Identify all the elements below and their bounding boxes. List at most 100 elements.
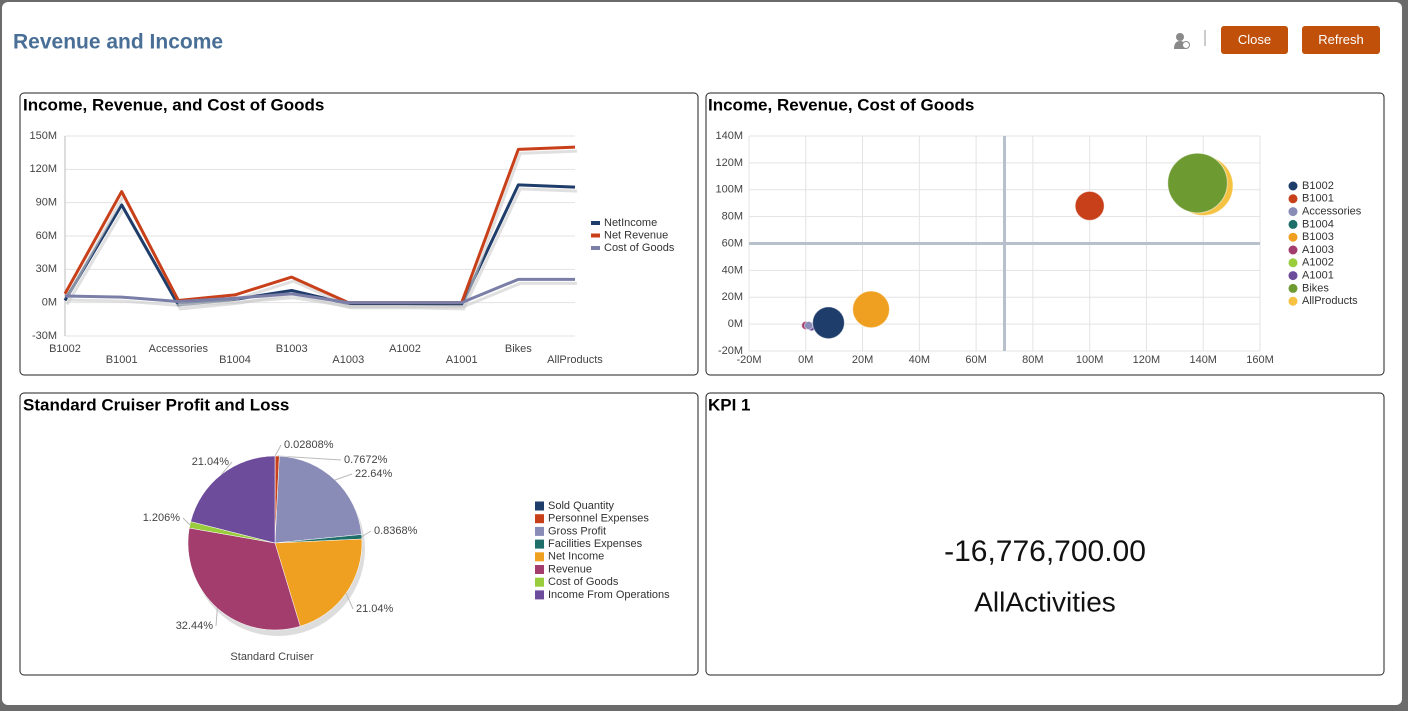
y-tick-label: 0M — [728, 318, 743, 330]
y-tick-label: 40M — [722, 264, 743, 276]
kpi-value: -16,776,700.00 — [944, 535, 1146, 568]
panel-title: Income, Revenue, Cost of Goods — [708, 95, 974, 114]
y-tick-label: -30M — [32, 330, 57, 342]
pie-slice — [187, 527, 301, 631]
legend-label: Sold Quantity — [548, 500, 615, 512]
legend-swatch — [1288, 245, 1298, 255]
legend-label: NetIncome — [604, 217, 657, 229]
leader-line — [182, 517, 191, 526]
series-line — [63, 145, 576, 305]
data-label: 0.7672% — [344, 454, 388, 466]
legend-label: Cost of Goods — [548, 576, 619, 588]
x-tick-label: 40M — [909, 354, 930, 366]
legend-label: Accessories — [1302, 206, 1362, 218]
close-button[interactable] — [1221, 26, 1288, 54]
x-tick-label: 0M — [798, 354, 813, 366]
legend-swatch — [535, 526, 544, 536]
legend-label: AllProducts — [1302, 295, 1358, 307]
y-tick-label: 150M — [29, 130, 57, 142]
legend-swatch — [1288, 219, 1298, 229]
bubble — [812, 306, 845, 340]
legend-swatch — [1288, 232, 1298, 242]
legend-label: Personnel Expenses — [548, 513, 649, 525]
panel-title: KPI 1 — [708, 395, 751, 414]
y-tick-label: -20M — [718, 345, 743, 357]
leader-line — [221, 461, 233, 475]
data-label: 21.04% — [356, 603, 394, 615]
x-tick-label: -20M — [736, 354, 761, 366]
data-label: 0.8368% — [374, 525, 418, 537]
x-tick-label: A1001 — [446, 354, 478, 366]
y-tick-label: 60M — [36, 230, 57, 242]
refresh-button[interactable] — [1302, 26, 1380, 54]
legend-label: Revenue — [548, 563, 592, 575]
legend-swatch — [1288, 181, 1298, 191]
y-tick-label: 0M — [42, 297, 57, 309]
panel-title: Standard Cruiser Profit and Loss — [23, 395, 289, 414]
y-tick-label: 100M — [715, 184, 743, 196]
bubble — [1167, 152, 1228, 214]
legend-swatch — [591, 233, 600, 238]
series-line — [64, 277, 575, 305]
legend-label: A1001 — [1302, 270, 1334, 282]
x-tick-label: B1001 — [106, 354, 138, 366]
leader-line — [345, 593, 354, 610]
data-label: 32.44% — [176, 620, 214, 632]
legend-swatch — [535, 565, 544, 574]
y-tick-label: 80M — [722, 211, 743, 223]
bubble — [804, 320, 814, 331]
legend-label: B1002 — [1302, 180, 1334, 192]
legend-label: Facilities Expenses — [548, 538, 643, 550]
leader-line — [361, 530, 372, 538]
pie-subtitle: Standard Cruiser — [230, 651, 313, 663]
help-icon[interactable] — [1174, 33, 1190, 49]
pie-slice — [274, 538, 363, 627]
x-tick-label: 140M — [1189, 354, 1217, 366]
close-label[interactable]: Close — [1238, 32, 1271, 47]
y-tick-label: 120M — [715, 157, 743, 169]
legend-label: Cost of Goods — [604, 242, 675, 254]
leader-line — [334, 473, 353, 481]
legend-swatch — [591, 221, 600, 225]
leader-line — [274, 444, 282, 457]
kpi-label: AllActivities — [974, 586, 1116, 617]
legend-label: B1003 — [1302, 231, 1334, 243]
page-title: Revenue and Income — [13, 31, 223, 54]
pie-slice — [190, 455, 276, 544]
x-tick-label: 60M — [965, 354, 986, 366]
data-label: 0.02808% — [284, 439, 334, 451]
legend-swatch — [535, 590, 544, 600]
x-tick-label: A1003 — [332, 354, 364, 366]
pie-slice — [274, 455, 362, 544]
panel — [705, 92, 1385, 376]
line-shadow — [66, 281, 577, 309]
data-label: 21.04% — [192, 456, 230, 468]
y-tick-label: 90M — [36, 197, 57, 209]
legend-label: A1002 — [1302, 257, 1334, 269]
leader-line — [215, 608, 218, 627]
x-tick-label: B1003 — [276, 343, 308, 355]
x-tick-label: 100M — [1076, 354, 1104, 366]
x-tick-label: Bikes — [505, 343, 532, 355]
legend-label: Net Income — [548, 551, 604, 563]
legend-swatch — [535, 552, 544, 562]
legend-swatch — [535, 514, 544, 524]
legend-swatch — [1288, 194, 1298, 204]
x-tick-label: AllProducts — [547, 354, 603, 366]
panel-title: Income, Revenue, and Cost of Goods — [23, 95, 324, 114]
y-tick-label: 120M — [29, 163, 57, 175]
legend-swatch — [591, 246, 600, 250]
legend-label: B1004 — [1302, 218, 1334, 230]
legend-swatch — [535, 577, 544, 587]
x-tick-label: 160M — [1246, 354, 1274, 366]
refresh-label[interactable]: Refresh — [1318, 32, 1364, 47]
y-tick-label: 20M — [722, 291, 743, 303]
legend-swatch — [1288, 283, 1298, 293]
legend-label: Bikes — [1302, 282, 1329, 294]
legend-swatch — [535, 501, 544, 511]
x-tick-label: Accessories — [149, 343, 209, 355]
data-label: 1.206% — [143, 512, 181, 524]
legend-swatch — [1288, 271, 1298, 281]
legend-swatch — [1288, 258, 1298, 268]
